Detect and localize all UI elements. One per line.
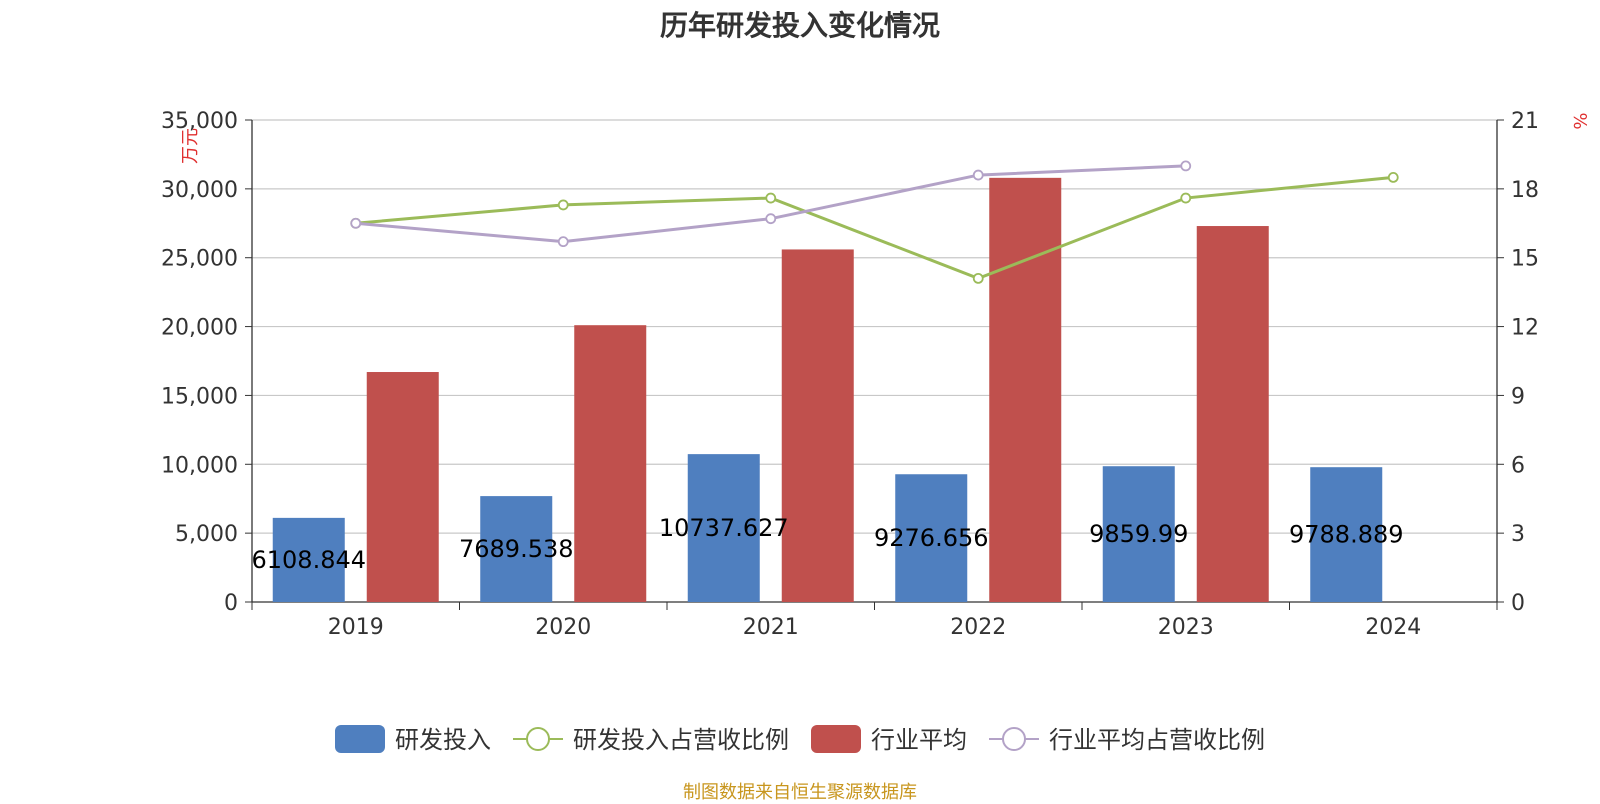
legend-swatch-研发投入 bbox=[335, 725, 385, 753]
y-left-tick-label: 10,000 bbox=[161, 453, 238, 478]
y-left-tick-label: 35,000 bbox=[161, 109, 238, 134]
y-right-tick-label: 9 bbox=[1511, 384, 1525, 409]
y-right-tick-label: 0 bbox=[1511, 591, 1525, 616]
point-行业平均占营收比例-2022 bbox=[972, 169, 984, 181]
data-source-note: 制图数据来自恒生聚源数据库 bbox=[683, 782, 917, 803]
y-right-tick-label: 3 bbox=[1511, 522, 1525, 547]
point-研发投入占营收比例-2024 bbox=[1387, 171, 1399, 183]
point-行业平均占营收比例-2019 bbox=[350, 217, 362, 229]
bar-研发投入-2020 bbox=[480, 496, 553, 602]
y-right-tick-label: 15 bbox=[1511, 247, 1539, 272]
data-label: 9276.656 bbox=[874, 524, 989, 552]
point-行业平均占营收比例-2020 bbox=[557, 236, 569, 248]
legend-label: 研发投入 bbox=[395, 726, 491, 754]
bar-研发投入-2022 bbox=[895, 474, 968, 602]
legend-marker-行业平均占营收比例 bbox=[1002, 727, 1026, 751]
x-tick-label: 2023 bbox=[1158, 615, 1214, 640]
y-left-tick-label: 0 bbox=[224, 591, 238, 616]
chart-title: 历年研发投入变化情况 bbox=[659, 9, 940, 42]
data-label: 10737.627 bbox=[659, 514, 789, 542]
y-left-tick-label: 15,000 bbox=[161, 384, 238, 409]
bar-研发投入-2024 bbox=[1310, 467, 1383, 602]
x-tick-label: 2024 bbox=[1365, 615, 1421, 640]
legend-label: 行业平均 bbox=[871, 726, 967, 754]
y-right-tick-label: 18 bbox=[1511, 178, 1539, 203]
y-left-tick-label: 20,000 bbox=[161, 316, 238, 341]
bar-行业平均-2021 bbox=[781, 249, 854, 603]
bar-研发投入-2019 bbox=[272, 517, 345, 602]
y-right-tick-label: 12 bbox=[1511, 316, 1539, 341]
point-行业平均占营收比例-2021 bbox=[765, 213, 777, 225]
y-left-unit-label: 万元 bbox=[180, 128, 201, 164]
point-行业平均占营收比例-2023 bbox=[1180, 160, 1192, 172]
data-label: 7689.538 bbox=[459, 535, 574, 563]
bar-行业平均-2023 bbox=[1196, 226, 1269, 603]
y-right-unit-label: % bbox=[1569, 112, 1590, 129]
legend-label: 研发投入占营收比例 bbox=[573, 726, 789, 754]
point-研发投入占营收比例-2020 bbox=[557, 199, 569, 211]
x-tick-label: 2019 bbox=[328, 615, 384, 640]
y-left-tick-label: 30,000 bbox=[161, 178, 238, 203]
data-label: 9788.889 bbox=[1289, 521, 1404, 549]
legend-swatch-行业平均 bbox=[811, 725, 861, 753]
line-研发投入占营收比例 bbox=[355, 175, 1394, 280]
point-研发投入占营收比例-2021 bbox=[765, 192, 777, 204]
bar-行业平均-2019 bbox=[366, 372, 439, 602]
legend-marker-研发投入占营收比例 bbox=[526, 727, 550, 751]
bar-研发投入-2021 bbox=[687, 454, 760, 602]
bar-行业平均-2022 bbox=[989, 177, 1062, 602]
data-label: 6108.844 bbox=[251, 546, 366, 574]
bar-行业平均-2020 bbox=[574, 325, 647, 602]
data-label: 9859.99 bbox=[1089, 520, 1188, 548]
bar-研发投入-2023 bbox=[1102, 466, 1175, 602]
point-研发投入占营收比例-2022 bbox=[972, 272, 984, 284]
y-left-tick-label: 5,000 bbox=[175, 522, 238, 547]
y-right-tick-label: 6 bbox=[1511, 453, 1525, 478]
y-right-tick-label: 21 bbox=[1511, 109, 1539, 134]
x-tick-label: 2022 bbox=[950, 615, 1006, 640]
x-tick-label: 2020 bbox=[535, 615, 591, 640]
point-研发投入占营收比例-2023 bbox=[1180, 192, 1192, 204]
legend-label: 行业平均占营收比例 bbox=[1049, 726, 1265, 754]
y-left-tick-label: 25,000 bbox=[161, 247, 238, 272]
x-tick-label: 2021 bbox=[743, 615, 799, 640]
